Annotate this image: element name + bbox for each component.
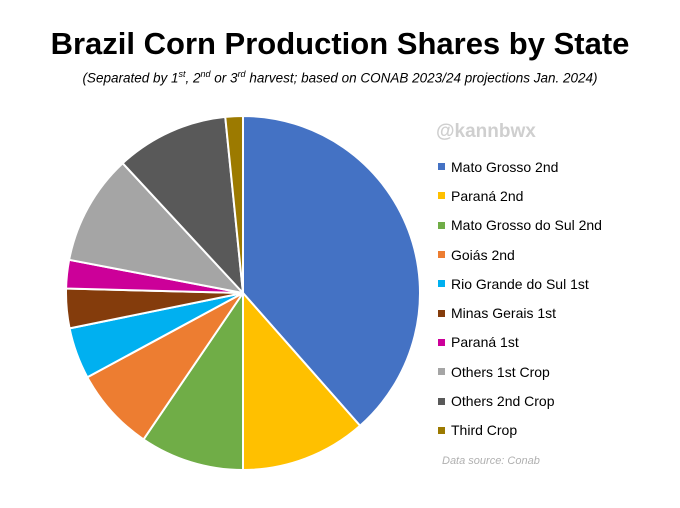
chart-subtitle: (Separated by 1st, 2nd or 3rd harvest; b… bbox=[0, 65, 680, 88]
pie-slice-1 bbox=[242, 292, 362, 471]
legend-label: Goiás 2nd bbox=[451, 246, 515, 263]
subtitle-text: , 2 bbox=[185, 70, 201, 86]
legend-swatch bbox=[438, 368, 445, 376]
subtitle-superscript: nd bbox=[200, 69, 211, 79]
pie-slice-7 bbox=[68, 162, 244, 294]
legend-label: Third Crop bbox=[451, 422, 518, 439]
legend-item: Paraná 2nd bbox=[438, 181, 602, 210]
legend-label: Others 2nd Crop bbox=[451, 393, 555, 410]
pie-slice-2 bbox=[142, 292, 244, 471]
legend-swatch bbox=[438, 280, 445, 288]
chart-legend: Mato Grosso 2nd Paraná 2nd Mato Grosso do … bbox=[438, 152, 602, 445]
legend-label: Rio Grande do Sul 1st bbox=[451, 275, 589, 292]
legend-swatch bbox=[438, 397, 445, 405]
legend-swatch bbox=[438, 426, 445, 434]
legend-label: Mato Grosso do Sul 2nd bbox=[451, 217, 602, 234]
legend-swatch bbox=[438, 192, 445, 200]
pie-slice-0 bbox=[242, 115, 421, 427]
legend-swatch bbox=[438, 338, 445, 346]
subtitle-text: (Separated by 1 bbox=[82, 70, 179, 86]
legend-item: Others 2nd Crop bbox=[438, 386, 602, 415]
data-source-note: Data source: Conab bbox=[442, 455, 540, 467]
chart-title: Brazil Corn Production Shares by State bbox=[50, 26, 630, 61]
subtitle-superscript: st bbox=[178, 69, 186, 79]
legend-label: Minas Gerais 1st bbox=[451, 305, 557, 322]
pie-slice-8 bbox=[121, 115, 244, 294]
subtitle-text: harvest; based on CONAB 2023/24 projecti… bbox=[245, 70, 598, 86]
legend-label: Mato Grosso 2nd bbox=[451, 158, 559, 175]
pie-slice-9 bbox=[224, 114, 244, 294]
legend-swatch bbox=[438, 251, 445, 259]
legend-item: Goiás 2nd bbox=[438, 240, 602, 269]
subtitle-text: or 3 bbox=[210, 70, 238, 86]
legend-item: Paraná 1st bbox=[438, 328, 602, 357]
legend-label: Others 1st Crop bbox=[451, 363, 550, 380]
subtitle-superscript: rd bbox=[237, 69, 246, 79]
legend-item: Mato Grosso do Sul 2nd bbox=[438, 211, 602, 240]
legend-label: Paraná 1st bbox=[451, 334, 519, 351]
watermark: @kannbwx bbox=[436, 121, 536, 142]
legend-swatch bbox=[438, 309, 445, 317]
legend-item: Mato Grosso 2nd bbox=[438, 152, 602, 181]
legend-item: Third Crop bbox=[438, 416, 602, 445]
legend-item: Others 1st Crop bbox=[438, 357, 602, 386]
legend-item: Minas Gerais 1st bbox=[438, 298, 602, 327]
legend-label: Paraná 2nd bbox=[451, 187, 524, 204]
legend-swatch bbox=[438, 163, 445, 171]
legend-item: Rio Grande do Sul 1st bbox=[438, 269, 602, 298]
legend-swatch bbox=[438, 221, 445, 229]
